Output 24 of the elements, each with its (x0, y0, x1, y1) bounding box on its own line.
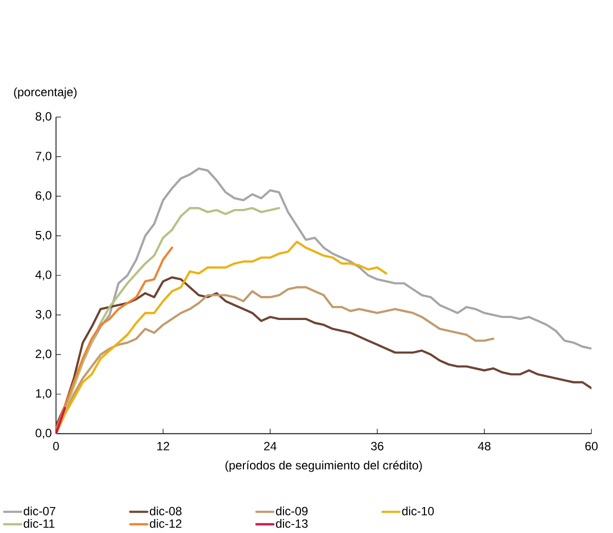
y-tick-label: 2,0 (36, 350, 52, 360)
legend-label: dic-12 (150, 519, 182, 528)
x-tick-label: 0 (53, 442, 59, 451)
legend-label: dic-07 (24, 506, 56, 516)
legend-label: dic-08 (150, 506, 182, 516)
x-tick-label: 12 (157, 442, 170, 450)
legend-label: dic-11 (24, 519, 54, 528)
y-axis-title: (porcentaje) (14, 88, 77, 99)
y-tick-label: 6,0 (36, 192, 52, 202)
x-tick-label: 48 (478, 442, 490, 451)
y-tick-label: 4,0 (35, 270, 52, 281)
y-tick-label: 8,0 (36, 112, 52, 122)
legend-label: dic-10 (402, 506, 434, 516)
y-tick-label: 7,0 (36, 152, 52, 162)
y-tick-label: 3,0 (36, 310, 52, 320)
x-axis-title: (períodos de seguimiento del crédito) (226, 460, 422, 472)
legend-label: dic-13 (276, 519, 308, 528)
y-tick-label: 5,0 (36, 231, 52, 241)
x-tick-label: 60 (585, 442, 598, 451)
y-tick-label: 1,0 (36, 389, 52, 400)
x-tick-label: 24 (264, 442, 276, 450)
y-tick-label: 0,0 (36, 428, 52, 439)
legend-label: dic-09 (276, 506, 308, 516)
x-tick-label: 36 (371, 442, 384, 451)
